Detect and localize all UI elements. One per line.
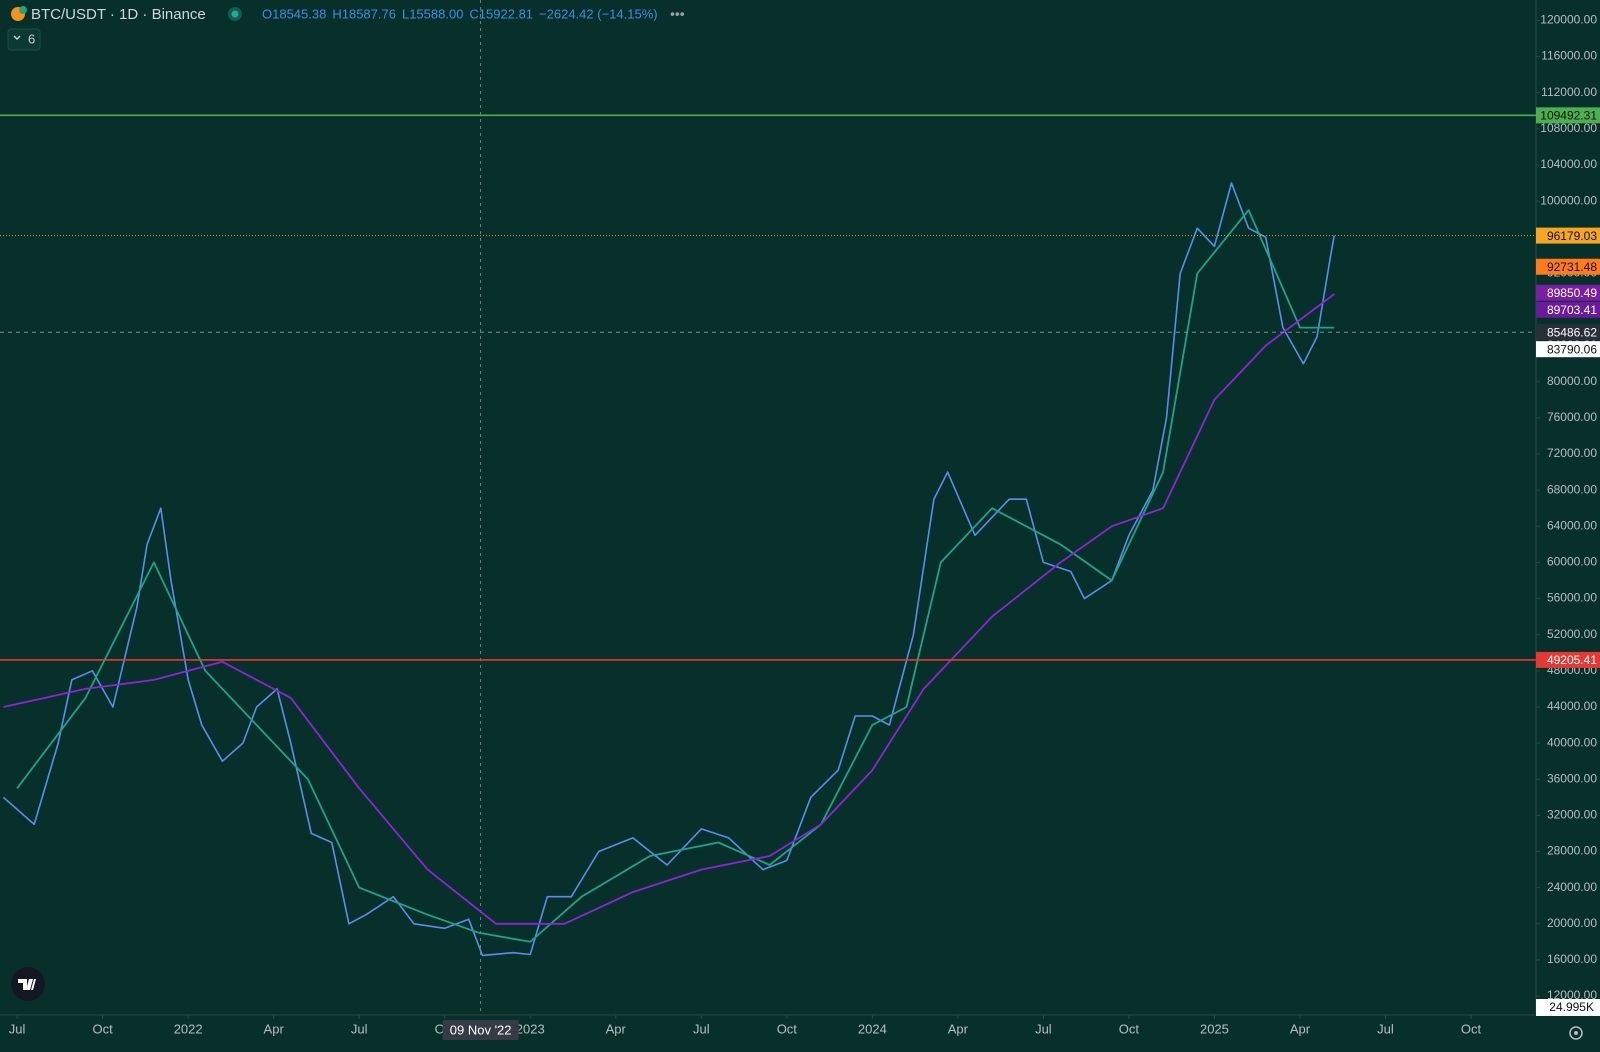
y-tick-label: 112000.00 <box>1541 85 1597 99</box>
ohlc-value: H18587.76 <box>332 6 396 21</box>
x-tick-label: 2023 <box>516 1021 545 1036</box>
symbol-icon <box>19 6 27 14</box>
crosshair-label: 09 Nov '22 <box>450 1022 512 1037</box>
axes: 12000.00 16000.00 20000.00 24000.00 28000.00… <box>9 13 1600 1040</box>
logo-mark <box>18 979 36 990</box>
price-line <box>2 182 1335 957</box>
y-tick-label: 60000.00 <box>1547 555 1597 569</box>
price-tag-label: 89703.41 <box>1547 303 1597 317</box>
price-tag <box>1536 341 1600 358</box>
x-tick-label: 2024 <box>858 1021 887 1036</box>
x-tick-label: Oct <box>1461 1021 1482 1036</box>
price-line <box>3 293 1335 925</box>
status-dot <box>231 10 239 18</box>
x-tick-label: Oct <box>93 1021 114 1036</box>
price-tag-label: 83790.06 <box>1547 342 1597 356</box>
x-tick-label: Jul <box>9 1021 26 1036</box>
y-tick-label: 32000.00 <box>1547 808 1597 822</box>
y-tick-label: 72000.00 <box>1547 446 1597 460</box>
price-tag <box>1536 227 1600 244</box>
x-tick-label: Jul <box>351 1021 368 1036</box>
indicator-count: 6 <box>28 31 35 46</box>
y-tick-label: 44000.00 <box>1547 699 1597 713</box>
y-tick-label: 28000.00 <box>1547 844 1597 858</box>
indicator-toggle[interactable] <box>7 28 41 51</box>
y-tick-label: 120000.00 <box>1540 13 1597 27</box>
y-tick-label: 76000.00 <box>1547 410 1597 424</box>
ohlc-value: O18545.38 <box>262 6 326 21</box>
price-tag <box>1536 258 1600 275</box>
price-tag-label: 109492.31 <box>1540 109 1597 123</box>
price-line <box>16 209 1335 943</box>
price-tag <box>1536 651 1600 668</box>
volume-label: 24.995K <box>1549 1000 1594 1014</box>
price-tag-label: 49205.41 <box>1547 653 1597 667</box>
ohlc-value: L15588.00 <box>402 6 463 21</box>
ohlc-legend: O18545.38 H18587.76 L15588.00 C15922.81 −262… <box>262 6 658 21</box>
symbol-title: BTC/USDT · 1D · Binance <box>31 6 206 23</box>
x-tick-label: 2022 <box>174 1021 203 1036</box>
x-tick-label: Jul <box>1035 1021 1052 1036</box>
price-tag <box>1536 284 1600 301</box>
ohlc-value: C15922.81 <box>469 6 533 21</box>
price-tag <box>1536 301 1600 318</box>
price-tag-label: 96179.03 <box>1547 229 1597 243</box>
chevron-icon <box>13 35 21 40</box>
price-tag-label: 92731.48 <box>1547 260 1597 274</box>
header: BTC/USDT · 1D · Binance O18545.38 H18587.… <box>7 6 685 51</box>
x-tick-label: Oct <box>1119 1021 1140 1036</box>
y-tick-label: 24000.00 <box>1547 880 1597 894</box>
y-tick-label: 68000.00 <box>1547 482 1597 496</box>
y-tick-label: 80000.00 <box>1547 374 1597 388</box>
price-tag <box>1536 324 1600 341</box>
crosshair-tag <box>442 1020 519 1040</box>
x-tick-label: Apr <box>948 1021 969 1036</box>
gear[interactable] <box>1569 1026 1583 1040</box>
x-tick-label: Apr <box>264 1021 285 1036</box>
x-tick-label: Apr <box>1290 1021 1311 1036</box>
y-tick-label: 16000.00 <box>1547 952 1597 966</box>
y-tick-label: 20000.00 <box>1547 916 1597 930</box>
more-menu[interactable]: ••• <box>670 6 685 22</box>
x-tick-label: Apr <box>606 1021 627 1036</box>
x-tick-label: Jul <box>693 1021 710 1036</box>
volume-tag <box>1536 999 1600 1016</box>
ohlc-value: −2624.42 (−14.15%) <box>539 6 658 21</box>
y-tick-label: 56000.00 <box>1547 591 1597 605</box>
y-tick-label: 104000.00 <box>1540 157 1597 171</box>
y-tick-label: 100000.00 <box>1540 193 1597 207</box>
y-tick-label: 40000.00 <box>1547 735 1597 749</box>
gear-hub <box>1574 1031 1578 1035</box>
y-tick-label: 36000.00 <box>1547 771 1597 785</box>
y-tick-label: 116000.00 <box>1541 49 1597 63</box>
settings-icon[interactable] <box>1569 1026 1583 1040</box>
x-tick-label: Oct <box>777 1021 798 1036</box>
y-tick-label: 52000.00 <box>1547 627 1597 641</box>
price-tag-label: 85486.62 <box>1547 325 1597 339</box>
y-tick-label: 64000.00 <box>1547 518 1597 532</box>
price-tag <box>1536 107 1600 124</box>
price-tag-label: 89850.49 <box>1547 286 1597 300</box>
x-tick-label: 2025 <box>1200 1021 1229 1036</box>
x-tick-label: Jul <box>1377 1021 1394 1036</box>
y-tick-label: 108000.00 <box>1540 121 1597 135</box>
plot <box>0 0 1536 1015</box>
y-tick-label: 12000.00 <box>1547 988 1597 1002</box>
logo <box>11 967 45 1001</box>
